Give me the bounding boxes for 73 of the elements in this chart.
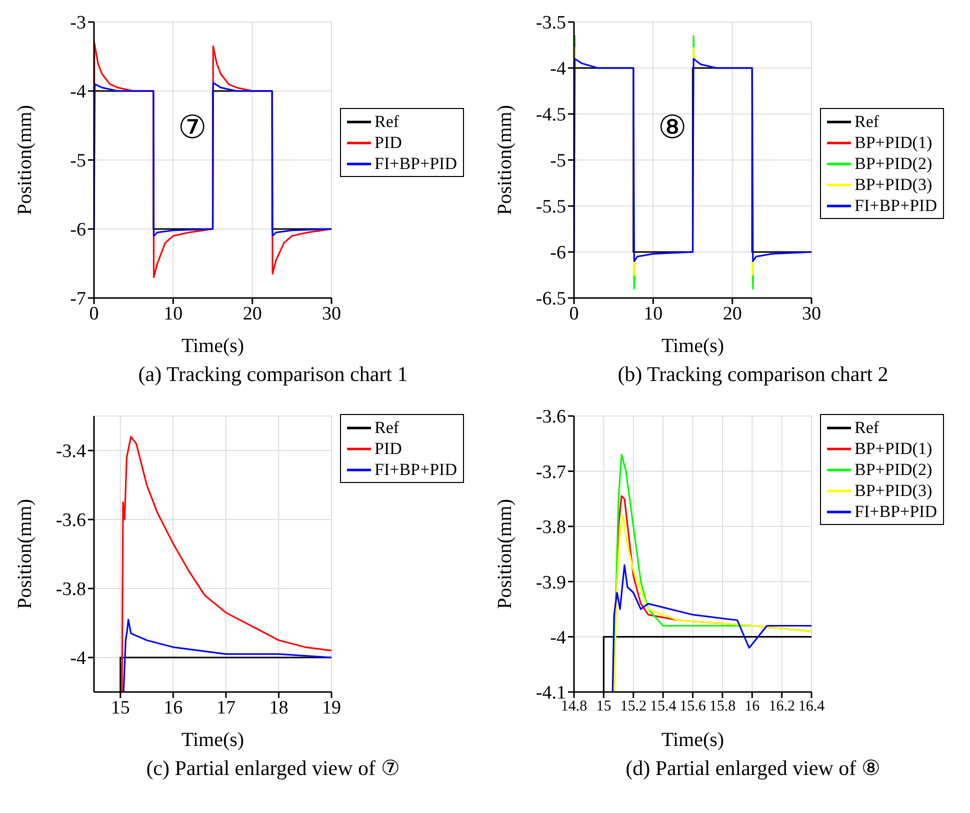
y-tick-label: -4 bbox=[70, 82, 86, 103]
y-tick-label: -6.5 bbox=[536, 288, 566, 310]
legend-label: Ref bbox=[374, 417, 400, 438]
x-axis-title: Time(s) bbox=[181, 729, 244, 751]
x-tick-label: 15.8 bbox=[709, 698, 736, 715]
y-tick-label: -3.8 bbox=[56, 579, 86, 600]
x-tick-label: 15.6 bbox=[680, 698, 706, 715]
y-tick-label: -4 bbox=[550, 628, 566, 649]
text: (a) Tracking comparison chart 1 bbox=[137, 362, 409, 387]
legend-label: FI+BP+PID bbox=[374, 459, 457, 480]
y-tick-label: -3.6 bbox=[536, 406, 566, 428]
x-tick-label: 20 bbox=[722, 303, 742, 324]
legend-label: BP+PID(2) bbox=[854, 459, 932, 480]
y-axis-title: Position(mm) bbox=[494, 104, 516, 216]
x-tick-label: 16 bbox=[744, 698, 760, 715]
y-tick-label: -3.8 bbox=[536, 517, 566, 538]
y-tick-label: -3.6 bbox=[56, 510, 86, 532]
y-tick-label: -5 bbox=[70, 150, 86, 172]
y-tick-label: -5 bbox=[550, 150, 566, 172]
y-tick-label: -6 bbox=[70, 220, 86, 241]
legend-label: PID bbox=[374, 438, 402, 459]
legend-label: BP+PID(1) bbox=[854, 132, 932, 153]
x-tick-label: 16.4 bbox=[798, 698, 826, 715]
y-axis-title: Position(mm) bbox=[14, 104, 36, 216]
legend-label: PID bbox=[374, 132, 402, 153]
x-tick-label: 20 bbox=[242, 303, 262, 324]
x-tick-label: 16.2 bbox=[768, 698, 795, 715]
annotation: ⑦ bbox=[178, 108, 207, 146]
x-tick-label: 19 bbox=[322, 697, 342, 718]
legend-label: BP+PID(3) bbox=[854, 174, 932, 195]
y-tick-label: -5.5 bbox=[536, 196, 566, 218]
annotation: ⑧ bbox=[658, 108, 687, 146]
y-tick-label: -3.9 bbox=[536, 572, 566, 594]
y-tick-label: -7 bbox=[70, 288, 86, 310]
y-tick-label: -3.5 bbox=[536, 12, 566, 34]
x-tick-label: 17 bbox=[216, 697, 236, 718]
x-tick-label: 16 bbox=[164, 697, 183, 718]
x-axis-title: Time(s) bbox=[661, 729, 724, 751]
x-tick-label: 18 bbox=[269, 697, 288, 718]
y-axis-title: Position(mm) bbox=[14, 498, 36, 610]
x-tick-label: 15.4 bbox=[650, 698, 677, 715]
legend-label: FI+BP+PID bbox=[854, 195, 937, 216]
x-axis-title: Time(s) bbox=[661, 335, 724, 357]
x-tick-label: 0 bbox=[569, 303, 579, 324]
y-tick-label: -3.4 bbox=[56, 441, 86, 462]
legend-label: Ref bbox=[854, 111, 880, 132]
y-tick-label: -4 bbox=[70, 648, 86, 670]
legend-label: BP+PID(3) bbox=[854, 480, 932, 501]
x-tick-label: 15.2 bbox=[620, 698, 647, 715]
x-tick-label: 30 bbox=[802, 303, 822, 324]
legend-label: BP+PID(2) bbox=[854, 153, 932, 174]
x-tick-label: 0 bbox=[89, 303, 99, 324]
legend-label: FI+BP+PID bbox=[854, 501, 937, 522]
text: (d) Partial enlarged view of ⑧ bbox=[624, 756, 882, 781]
legend-label: FI+BP+PID bbox=[374, 153, 457, 174]
x-tick-label: 30 bbox=[322, 303, 342, 324]
text: (b) Tracking comparison chart 2 bbox=[616, 362, 890, 387]
y-axis-title: Position(mm) bbox=[494, 498, 516, 610]
y-tick-label: -3.7 bbox=[536, 462, 566, 483]
y-tick-label: -6 bbox=[550, 242, 566, 264]
legend-label: Ref bbox=[854, 417, 880, 438]
legend-label: BP+PID(1) bbox=[854, 438, 932, 459]
x-tick-label: 10 bbox=[164, 303, 183, 324]
x-tick-label: 14.8 bbox=[560, 698, 588, 715]
text: (c) Partial enlarged view of ⑦ bbox=[145, 756, 401, 781]
y-tick-label: -4 bbox=[550, 58, 566, 80]
legend-label: Ref bbox=[374, 111, 400, 132]
x-axis-title: Time(s) bbox=[181, 335, 244, 357]
x-tick-label: 15 bbox=[110, 697, 130, 718]
x-tick-label: 10 bbox=[644, 303, 663, 324]
y-tick-label: -3 bbox=[70, 12, 86, 34]
y-tick-label: -4.5 bbox=[536, 104, 566, 126]
x-tick-label: 15 bbox=[596, 698, 612, 715]
